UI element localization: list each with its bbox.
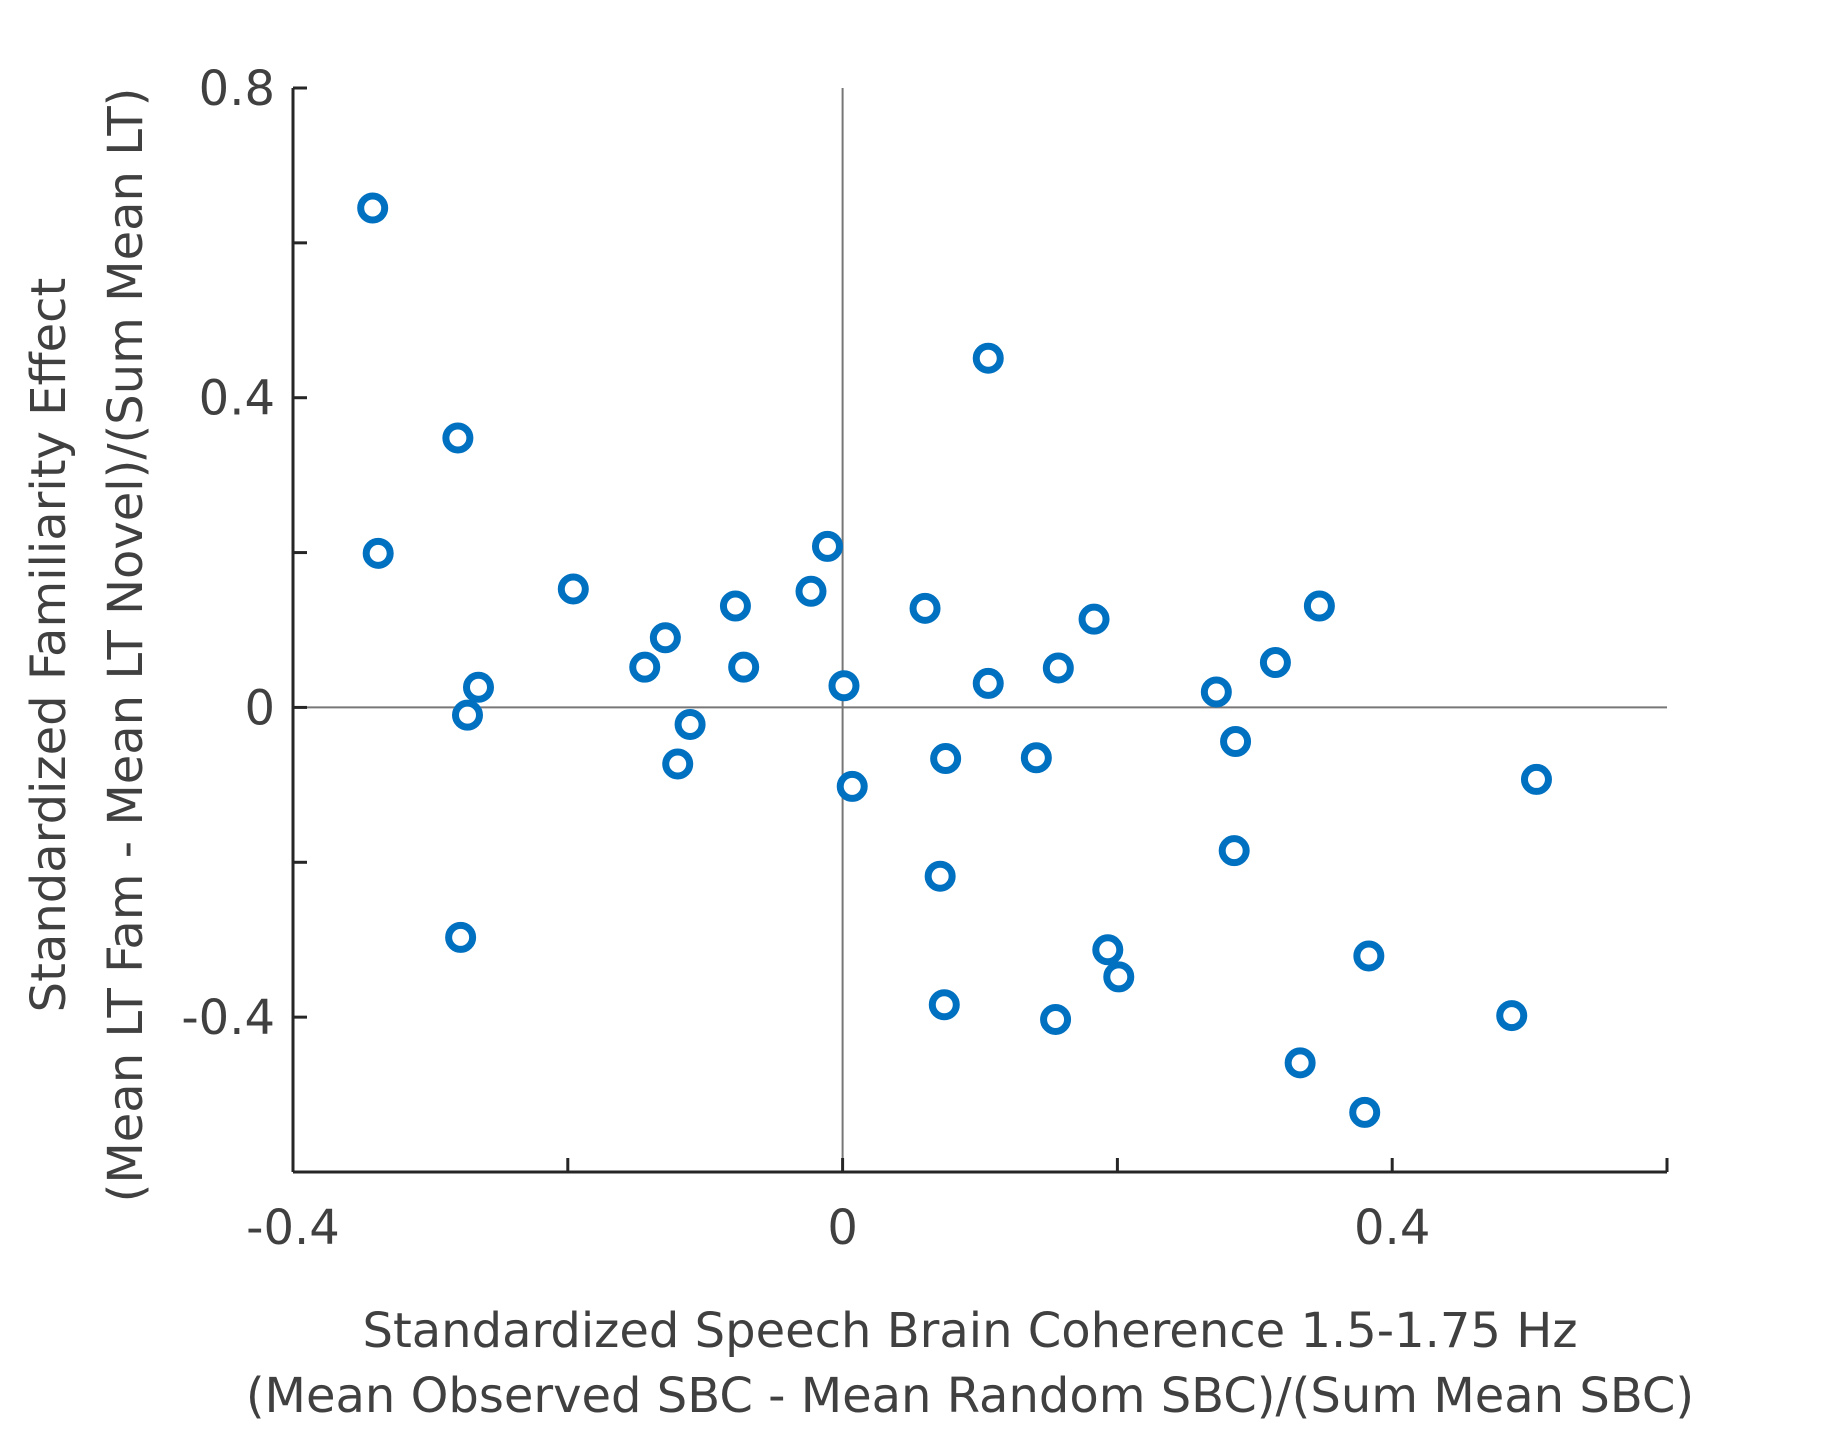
data-point	[828, 670, 860, 702]
data-point	[1092, 934, 1124, 966]
data-point	[836, 770, 868, 802]
axes	[291, 88, 1667, 1174]
data-points	[357, 192, 1552, 1128]
reference-lines	[293, 88, 1667, 1172]
data-point	[362, 537, 394, 569]
data-point	[649, 622, 681, 654]
x-axis-title-line: Standardized Speech Brain Coherence 1.5-…	[362, 1303, 1577, 1359]
data-point	[972, 667, 1004, 699]
data-point	[1284, 1047, 1316, 1079]
y-axis-title-line: (Mean LT Fam - Mean LT Novel)/(Sum Mean …	[98, 88, 154, 1203]
x-tick-label: 0	[827, 1200, 858, 1256]
data-point	[1020, 742, 1052, 774]
data-point	[1259, 647, 1291, 679]
data-point	[442, 422, 474, 454]
data-point	[1042, 652, 1074, 684]
data-point	[811, 530, 843, 562]
data-point	[1200, 676, 1232, 708]
y-tick-label: 0.8	[199, 61, 275, 117]
data-point	[1520, 763, 1552, 795]
data-point	[451, 699, 483, 731]
y-axis-title-line: Standardized Familiarity Effect	[21, 278, 77, 1013]
ticks	[291, 86, 1669, 1174]
data-point	[1218, 835, 1250, 867]
data-point	[674, 708, 706, 740]
data-point	[445, 921, 477, 953]
data-point	[557, 573, 589, 605]
data-point	[928, 989, 960, 1021]
y-tick-label: 0	[244, 680, 275, 736]
y-tick-label: 0.4	[199, 371, 275, 427]
data-point	[728, 651, 760, 683]
data-point	[719, 590, 751, 622]
data-point	[629, 651, 661, 683]
data-point	[662, 748, 694, 780]
data-point	[930, 743, 962, 775]
data-point	[972, 342, 1004, 374]
data-point	[1103, 961, 1135, 993]
data-point	[1040, 1003, 1072, 1035]
data-point	[1496, 1000, 1528, 1032]
x-tick-label: -0.4	[246, 1200, 340, 1256]
y-tick-label: -0.4	[181, 990, 275, 1046]
x-axis-title-line: (Mean Observed SBC - Mean Random SBC)/(S…	[246, 1368, 1694, 1424]
data-point	[462, 671, 494, 703]
data-point	[1303, 590, 1335, 622]
axis-titles: Standardized Speech Brain Coherence 1.5-…	[21, 88, 1694, 1424]
data-point	[1078, 603, 1110, 635]
tick-labels: -0.4 0 0.4 -0.4 0 0.4 0.8	[181, 61, 1430, 1256]
data-point	[357, 192, 389, 224]
data-point	[795, 575, 827, 607]
data-point	[909, 592, 941, 624]
data-point	[924, 860, 956, 892]
data-point	[1220, 725, 1252, 757]
data-point	[1349, 1096, 1381, 1128]
x-tick-label: 0.4	[1354, 1200, 1430, 1256]
data-point	[1353, 940, 1385, 972]
